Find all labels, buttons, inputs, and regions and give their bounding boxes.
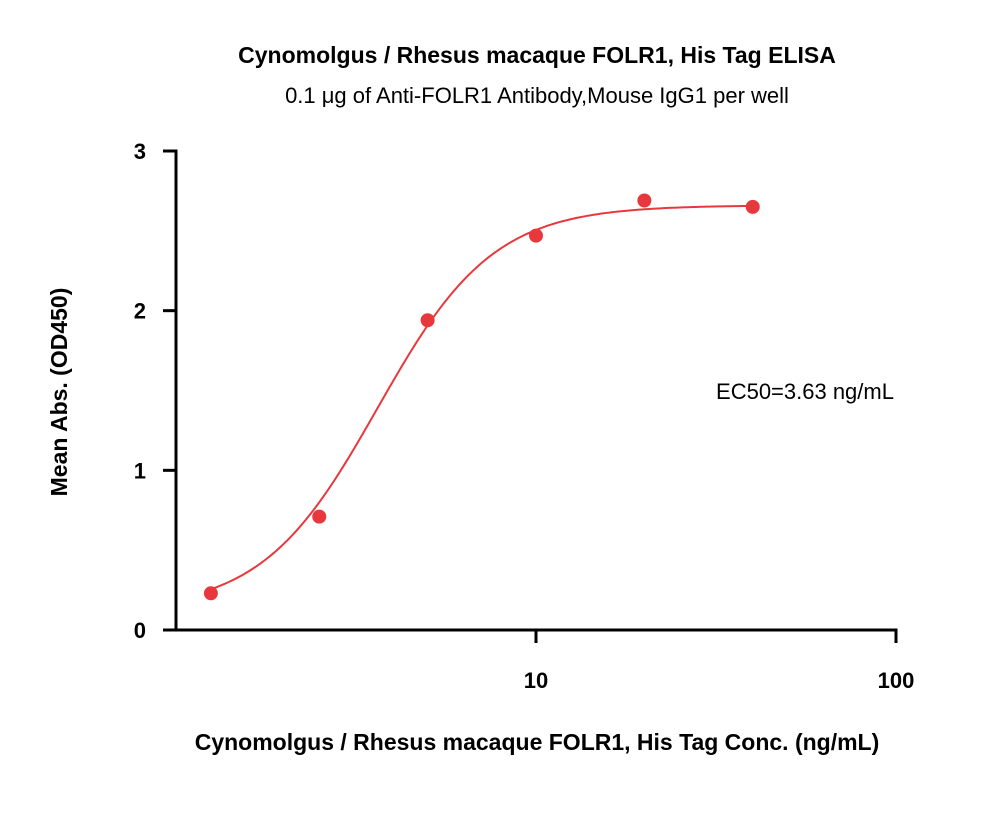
y-tick-label: 0 <box>134 618 146 643</box>
y-tick-label: 2 <box>134 299 146 324</box>
chart-title: Cynomolgus / Rhesus macaque FOLR1, His T… <box>238 42 836 68</box>
ec50-annotation: EC50=3.63 ng/mL <box>716 379 894 404</box>
data-point <box>312 509 327 524</box>
data-point <box>637 193 652 208</box>
data-point <box>203 586 218 601</box>
data-point <box>745 199 760 214</box>
x-ticks: 10 100 <box>524 630 915 693</box>
chart-subtitle: 0.1 μg of Anti-FOLR1 Antibody,Mouse IgG1… <box>285 83 789 108</box>
data-point <box>529 228 543 243</box>
y-tick-label: 1 <box>134 458 146 483</box>
x-tick-label: 10 <box>524 668 548 693</box>
data-points <box>203 193 760 601</box>
y-axis-title: Mean Abs. (OD450) <box>46 288 72 497</box>
x-tick-label: 100 <box>878 668 915 693</box>
x-axis-title: Cynomolgus / Rhesus macaque FOLR1, His T… <box>195 729 880 755</box>
fit-curve <box>210 204 753 591</box>
y-ticks: 0 1 2 3 <box>134 139 176 643</box>
y-tick-label: 3 <box>134 139 146 164</box>
data-point <box>420 313 435 328</box>
